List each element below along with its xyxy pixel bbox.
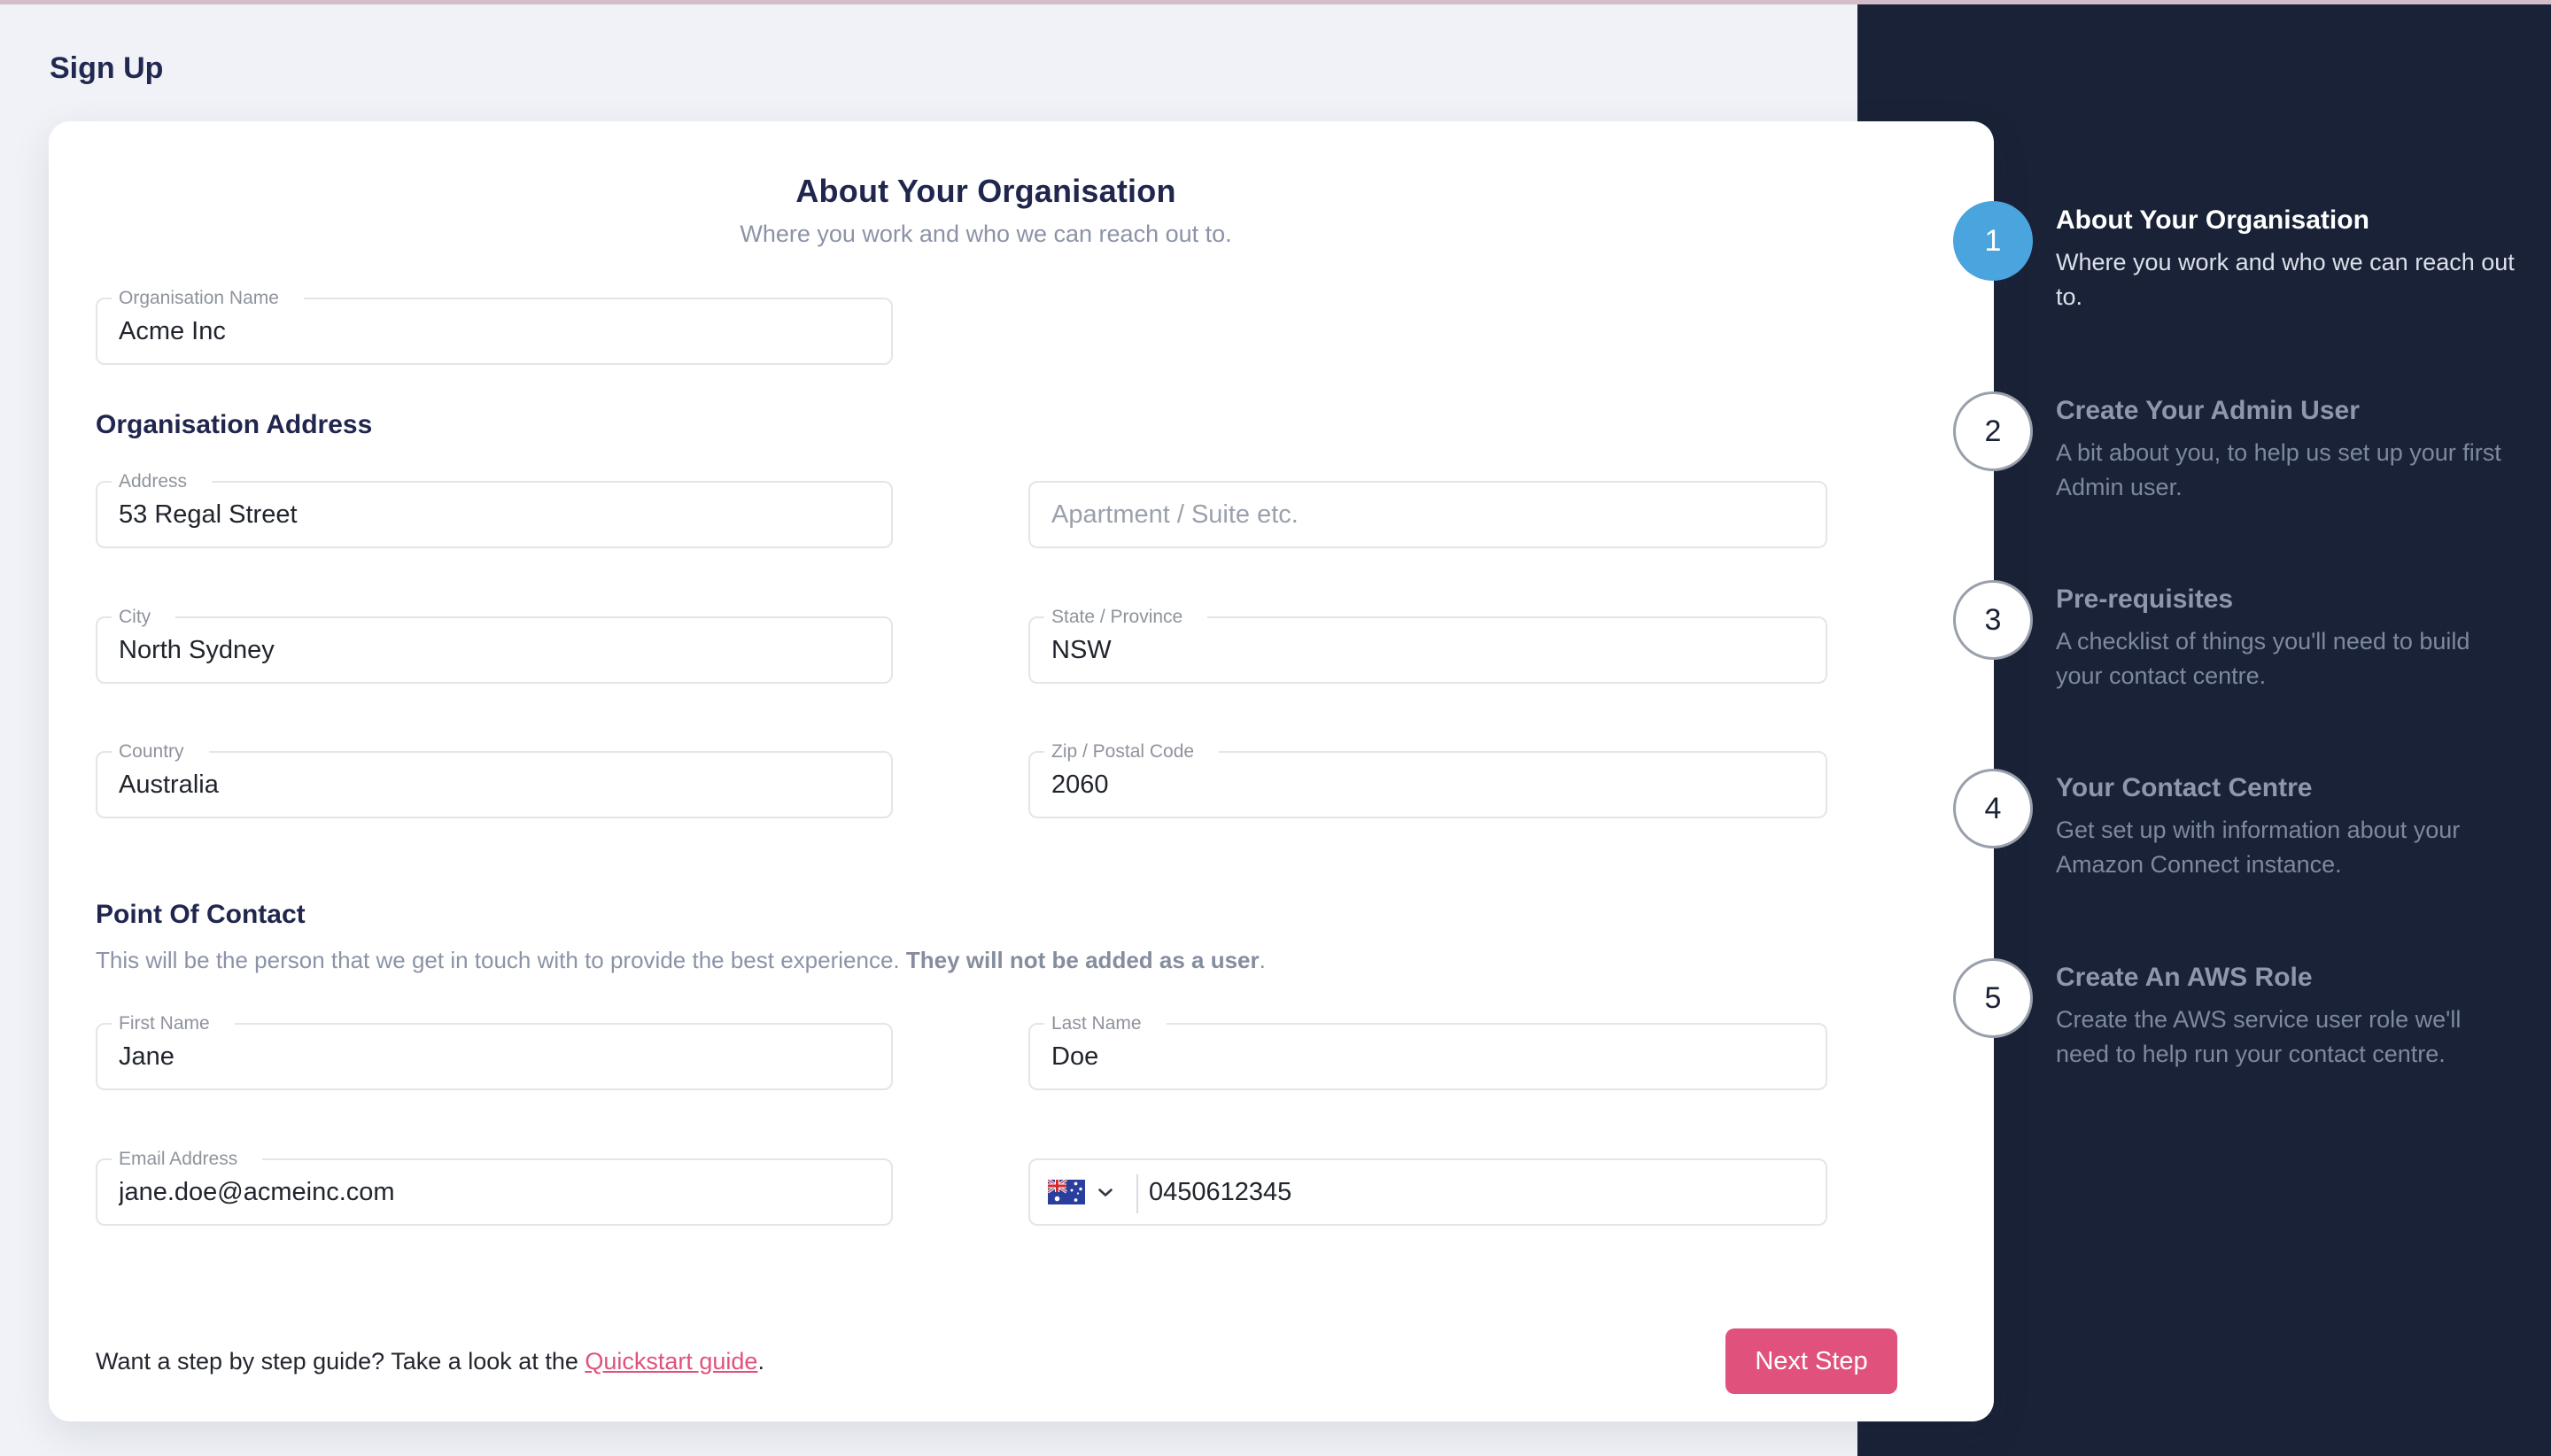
poc-description-text: This will be the person that we get in t… <box>96 947 906 973</box>
next-step-button[interactable]: Next Step <box>1725 1328 1897 1394</box>
email-field: Email Address <box>96 1148 893 1226</box>
first-name-input[interactable] <box>97 1025 891 1088</box>
step-create-your-admin-user[interactable]: 2 Create Your Admin User A bit about you… <box>1953 391 2524 505</box>
point-of-contact-heading: Point Of Contact <box>96 900 306 929</box>
organisation-address-heading: Organisation Address <box>96 410 373 439</box>
step-description: Where you work and who we can reach out … <box>2056 249 2515 310</box>
country-input[interactable] <box>97 753 891 817</box>
zip-label: Zip / Postal Code <box>1044 740 1220 763</box>
last-name-field: Last Name <box>1028 1012 1827 1090</box>
phone-field <box>1028 1158 1827 1226</box>
step-description: A bit about you, to help us set up your … <box>2056 439 2501 500</box>
email-input[interactable] <box>97 1160 891 1224</box>
step-description: Create the AWS service user role we'll n… <box>2056 1006 2462 1067</box>
state-input[interactable] <box>1030 618 1826 682</box>
form-footer: Want a step by step guide? Take a look a… <box>96 1328 1897 1394</box>
organisation-name-label: Organisation Name <box>112 287 304 310</box>
phone-divider <box>1136 1174 1138 1213</box>
step-title: Pre-requisites <box>2056 585 2234 614</box>
step-title: Create An AWS Role <box>2056 963 2313 992</box>
apartment-input[interactable] <box>1030 483 1826 546</box>
phone-input[interactable] <box>1030 1160 1826 1224</box>
form-step-subheading: Where you work and who we can reach out … <box>740 221 1232 247</box>
poc-description-bold: They will not be added as a user <box>905 947 1260 973</box>
zip-input[interactable] <box>1030 753 1826 817</box>
step-title: Create Your Admin User <box>2056 396 2360 425</box>
signup-form-card: About Your Organisation Where you work a… <box>49 121 1994 1421</box>
point-of-contact-description: This will be the person that we get in t… <box>96 947 1266 974</box>
page-title: Sign Up <box>50 51 164 85</box>
form-step-heading: About Your Organisation <box>795 173 1176 209</box>
guide-text-end: . <box>757 1347 764 1375</box>
zip-field: Zip / Postal Code <box>1028 740 1827 818</box>
organisation-name-input[interactable] <box>97 299 891 363</box>
last-name-label: Last Name <box>1044 1012 1167 1035</box>
country-label: Country <box>112 740 209 763</box>
step-create-an-aws-role[interactable]: 5 Create An AWS Role Create the AWS serv… <box>1953 958 2524 1072</box>
step-pre-requisites[interactable]: 3 Pre-requisites A checklist of things y… <box>1953 580 2524 693</box>
apartment-field <box>1028 481 1827 548</box>
australia-flag-icon <box>1048 1180 1085 1204</box>
country-field: Country <box>96 740 893 818</box>
address-field: Address <box>96 470 893 548</box>
step-number-badge: 4 <box>1953 769 2033 848</box>
last-name-input[interactable] <box>1030 1025 1826 1088</box>
quickstart-guide-text: Want a step by step guide? Take a look a… <box>96 1348 764 1375</box>
city-label: City <box>112 606 176 629</box>
first-name-field: First Name <box>96 1012 893 1090</box>
step-number-badge: 3 <box>1953 580 2033 660</box>
step-description: A checklist of things you'll need to bui… <box>2056 628 2470 689</box>
first-name-label: First Name <box>112 1012 235 1035</box>
step-number-badge: 2 <box>1953 391 2033 471</box>
chevron-down-icon <box>1098 1188 1113 1197</box>
step-title: About Your Organisation <box>2056 205 2369 235</box>
phone-country-selector[interactable] <box>1048 1160 1113 1224</box>
step-your-contact-centre[interactable]: 4 Your Contact Centre Get set up with in… <box>1953 769 2524 882</box>
organisation-name-field: Organisation Name <box>96 287 893 365</box>
quickstart-guide-link[interactable]: Quickstart guide <box>585 1347 758 1375</box>
poc-description-end: . <box>1259 947 1266 973</box>
city-input[interactable] <box>97 618 891 682</box>
state-field: State / Province <box>1028 606 1827 684</box>
step-about-your-organisation[interactable]: 1 About Your Organisation Where you work… <box>1953 201 2524 314</box>
step-title: Your Contact Centre <box>2056 773 2313 802</box>
city-field: City <box>96 606 893 684</box>
guide-text-lead: Want a step by step guide? Take a look a… <box>96 1347 585 1375</box>
step-number-badge: 1 <box>1953 201 2033 281</box>
top-accent-bar <box>0 0 2551 4</box>
step-number-badge: 5 <box>1953 958 2033 1038</box>
form-header: About Your Organisation Where you work a… <box>102 173 1870 248</box>
address-label: Address <box>112 470 213 493</box>
email-label: Email Address <box>112 1148 263 1171</box>
step-description: Get set up with information about your A… <box>2056 817 2461 878</box>
state-label: State / Province <box>1044 606 1208 629</box>
address-input[interactable] <box>97 483 891 546</box>
